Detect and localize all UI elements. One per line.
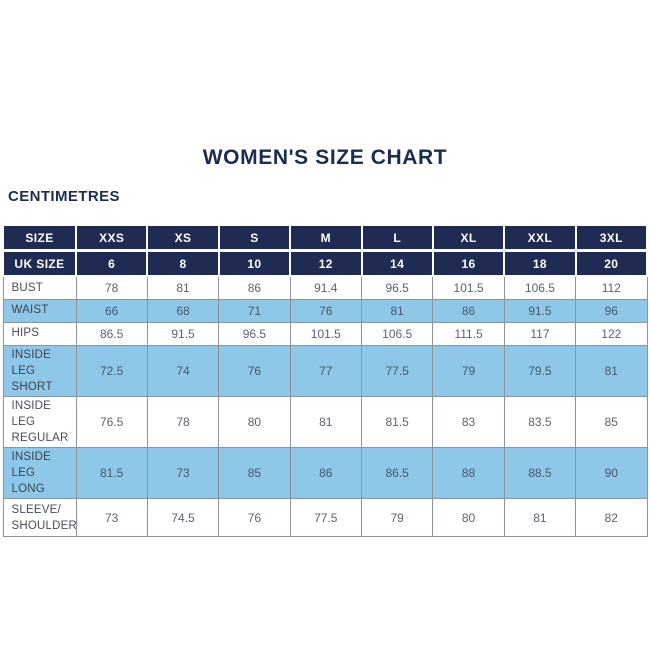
measurement-cell: 80 xyxy=(432,498,505,538)
size-column-header: 3XL xyxy=(574,224,649,252)
measurement-cell: 80 xyxy=(218,395,291,449)
measurement-cell: 76 xyxy=(289,298,363,323)
size-chart-table: SIZE XXS XS S M L XL XXL 3XL UK SIZE 6 8 10 12 14 16 18 2… xyxy=(2,224,649,538)
measurement-cell: 83 xyxy=(432,395,505,449)
uk-size-column-header: 12 xyxy=(289,249,363,277)
table-header: SIZE XXS XS S M L XL XXL 3XL UK SIZE 6 8 10 12 14 16 18 2… xyxy=(2,224,649,277)
uk-size-column-header: 14 xyxy=(360,249,434,277)
measurement-cell: 74.5 xyxy=(146,498,220,538)
table-body: BUST 78 81 86 91.4 96.5 101.5 106.5 112 WAIST 66 68… xyxy=(2,275,648,538)
table-row: WAIST 66 68 71 76 81 86 91.5 96 xyxy=(2,298,648,323)
measurement-row-label: BUST xyxy=(2,275,77,300)
measurement-cell: 88.5 xyxy=(503,447,577,500)
measurement-cell: 96.5 xyxy=(218,321,291,346)
measurement-cell: 82 xyxy=(575,498,648,538)
measurement-cell: 96.5 xyxy=(360,275,434,300)
measurement-row-label: INSIDE LEG LONG xyxy=(2,447,77,500)
measurement-row-label: INSIDE LEG SHORT xyxy=(2,344,77,397)
measurement-cell: 66 xyxy=(75,298,148,323)
measurement-row-label: SLEEVE/SHOULDER xyxy=(2,498,77,538)
uk-size-column-header: 16 xyxy=(431,249,506,277)
measurement-cell: 79 xyxy=(432,344,505,397)
measurement-cell: 91.4 xyxy=(289,275,363,300)
uk-size-column-header: 20 xyxy=(574,249,649,277)
measurement-cell: 86 xyxy=(218,275,291,300)
measurement-cell: 122 xyxy=(575,321,648,346)
measurement-cell: 73 xyxy=(75,498,148,538)
measurement-cell: 77.5 xyxy=(360,344,434,397)
size-column-header: XS xyxy=(146,224,220,252)
measurement-cell: 117 xyxy=(503,321,577,346)
measurement-cell: 101.5 xyxy=(432,275,505,300)
measurement-cell: 77 xyxy=(289,344,363,397)
uk-size-row-label: UK SIZE xyxy=(2,249,77,277)
table-row: INSIDE LEG SHORT 72.5 74 76 77 77.5 79 79.5 81 xyxy=(2,344,648,397)
measurement-row-label: INSIDE LEG REGULAR xyxy=(2,395,77,449)
size-column-header: M xyxy=(289,224,363,252)
size-column-header: L xyxy=(360,224,434,252)
measurement-row-label: HIPS xyxy=(2,321,77,346)
measurement-cell: 68 xyxy=(146,298,220,323)
measurement-cell: 81 xyxy=(575,344,648,397)
measurement-cell: 77.5 xyxy=(289,498,363,538)
measurement-cell: 96 xyxy=(575,298,648,323)
uk-size-header-row: UK SIZE 6 8 10 12 14 16 18 20 xyxy=(2,249,649,277)
measurement-cell: 79 xyxy=(360,498,434,538)
measurement-cell: 81 xyxy=(360,298,434,323)
size-column-header: XL xyxy=(431,224,506,252)
measurement-cell: 101.5 xyxy=(289,321,363,346)
table-row: INSIDE LEG REGULAR 76.5 78 80 81 81.5 83 83.5 85 xyxy=(2,395,648,449)
measurement-cell: 106.5 xyxy=(503,275,577,300)
table-row: BUST 78 81 86 91.4 96.5 101.5 106.5 112 xyxy=(2,275,648,300)
table-row: INSIDE LEG LONG 81.5 73 85 86 86.5 88 88.5 90 xyxy=(2,447,648,500)
size-row-label: SIZE xyxy=(2,224,77,252)
measurement-cell: 79.5 xyxy=(503,344,577,397)
measurement-cell: 71 xyxy=(218,298,291,323)
measurement-cell: 106.5 xyxy=(360,321,434,346)
page-title: WOMEN'S SIZE CHART xyxy=(202,146,448,169)
measurement-row-label: WAIST xyxy=(2,298,77,323)
measurement-cell: 88 xyxy=(432,447,505,500)
uk-size-column-header: 10 xyxy=(217,249,292,277)
measurement-cell: 73 xyxy=(146,447,220,500)
measurement-cell: 90 xyxy=(575,447,648,500)
measurement-cell: 85 xyxy=(218,447,291,500)
measurement-cell: 83.5 xyxy=(503,395,577,449)
measurement-cell: 72.5 xyxy=(75,344,148,397)
measurement-cell: 86 xyxy=(289,447,363,500)
measurement-cell: 76 xyxy=(218,498,291,538)
measurement-cell: 76 xyxy=(218,344,291,397)
measurement-cell: 74 xyxy=(146,344,220,397)
measurement-cell: 91.5 xyxy=(503,298,577,323)
size-header-row: SIZE XXS XS S M L XL XXL 3XL xyxy=(2,224,649,252)
uk-size-column-header: 18 xyxy=(503,249,577,277)
measurement-cell: 91.5 xyxy=(146,321,220,346)
table-row: SLEEVE/SHOULDER 73 74.5 76 77.5 79 80 81 82 xyxy=(2,498,648,538)
measurement-cell: 81.5 xyxy=(360,395,434,449)
measurement-cell: 78 xyxy=(146,395,220,449)
measurement-cell: 111.5 xyxy=(432,321,505,346)
measurement-cell: 86.5 xyxy=(75,321,148,346)
measurement-cell: 76.5 xyxy=(75,395,148,449)
size-column-header: S xyxy=(217,224,292,252)
uk-size-column-header: 8 xyxy=(146,249,220,277)
measurement-cell: 81.5 xyxy=(75,447,148,500)
table-row: HIPS 86.5 91.5 96.5 101.5 106.5 111.5 117 122 xyxy=(2,321,648,346)
measurement-cell: 81 xyxy=(289,395,363,449)
measurement-cell: 81 xyxy=(503,498,577,538)
measurement-cell: 112 xyxy=(575,275,648,300)
uk-size-column-header: 6 xyxy=(74,249,149,277)
measurement-cell: 86.5 xyxy=(360,447,434,500)
unit-label: CENTIMETRES xyxy=(8,188,120,205)
measurement-cell: 81 xyxy=(146,275,220,300)
measurement-cell: 86 xyxy=(432,298,505,323)
size-column-header: XXS xyxy=(74,224,149,252)
size-column-header: XXL xyxy=(503,224,577,252)
measurement-cell: 85 xyxy=(575,395,648,449)
measurement-cell: 78 xyxy=(75,275,148,300)
